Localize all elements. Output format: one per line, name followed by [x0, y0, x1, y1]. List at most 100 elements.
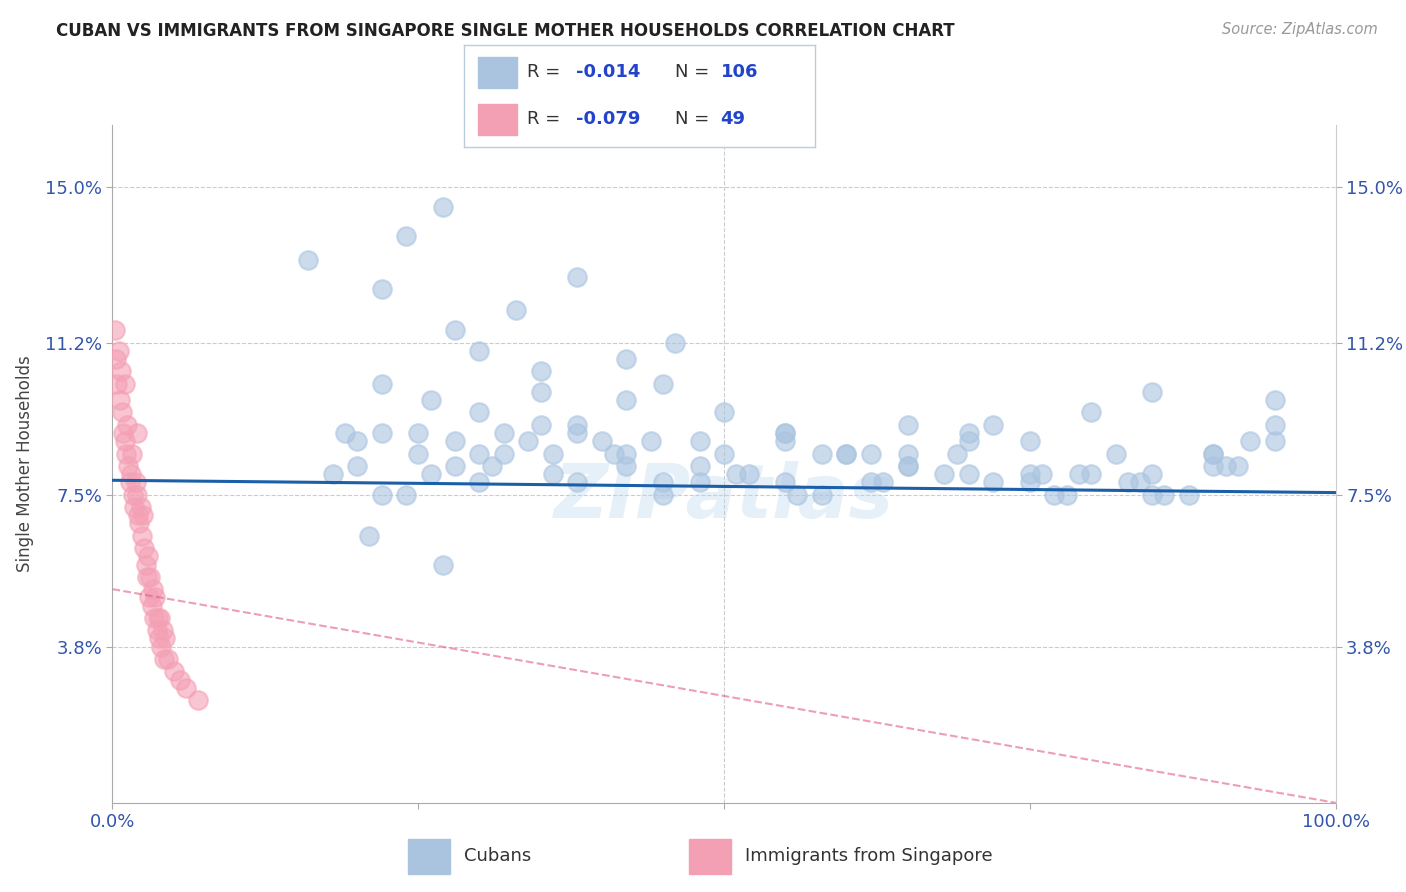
Point [529, 364, 551, 378]
Point [1239, 434, 1261, 449]
Point [775, 475, 797, 490]
Point [897, 417, 920, 432]
Point [835, 446, 858, 460]
Point [567, 425, 589, 440]
Point [346, 434, 368, 449]
Point [370, 282, 392, 296]
Point [1178, 488, 1201, 502]
Point [652, 475, 675, 490]
Point [786, 488, 808, 502]
Point [1264, 434, 1286, 449]
Point [1031, 467, 1053, 482]
Point [689, 475, 711, 490]
Point [468, 405, 491, 419]
Point [775, 425, 797, 440]
Point [128, 516, 150, 531]
Point [143, 611, 166, 625]
Point [505, 302, 527, 317]
Point [115, 417, 138, 432]
Point [1153, 488, 1175, 502]
Point [129, 500, 152, 514]
Y-axis label: Single Mother Households: Single Mother Households [15, 356, 34, 572]
Point [872, 475, 894, 490]
Point [981, 475, 1004, 490]
Text: ZIPatlas: ZIPatlas [554, 461, 894, 534]
Point [1018, 434, 1040, 449]
Point [370, 425, 392, 440]
Point [346, 458, 368, 473]
Point [811, 488, 834, 502]
Point [492, 446, 515, 460]
Point [432, 558, 454, 572]
Point [134, 541, 156, 555]
Point [897, 458, 920, 473]
Point [142, 582, 165, 596]
Point [187, 693, 209, 707]
Point [145, 624, 167, 638]
Point [481, 458, 503, 473]
Point [517, 434, 540, 449]
Point [1018, 467, 1040, 482]
Text: -0.079: -0.079 [576, 111, 641, 128]
Point [139, 570, 162, 584]
FancyBboxPatch shape [478, 57, 517, 87]
Point [322, 467, 344, 482]
Text: CUBAN VS IMMIGRANTS FROM SINGAPORE SINGLE MOTHER HOUSEHOLDS CORRELATION CHART: CUBAN VS IMMIGRANTS FROM SINGAPORE SINGL… [56, 22, 955, 40]
Point [957, 434, 980, 449]
FancyBboxPatch shape [408, 839, 450, 874]
Point [689, 434, 711, 449]
Point [125, 425, 148, 440]
Point [132, 508, 155, 523]
Point [114, 434, 136, 449]
Point [120, 467, 142, 482]
Point [1142, 467, 1164, 482]
Point [370, 376, 392, 391]
Point [689, 458, 711, 473]
Point [614, 393, 637, 408]
Point [117, 458, 139, 473]
Text: R =: R = [527, 111, 561, 128]
Point [370, 488, 392, 502]
Text: N =: N = [675, 111, 709, 128]
Point [713, 405, 735, 419]
Point [640, 434, 662, 449]
FancyBboxPatch shape [689, 839, 731, 874]
Point [897, 446, 920, 460]
Point [541, 446, 564, 460]
Point [614, 352, 637, 367]
Point [156, 652, 179, 666]
Point [981, 417, 1004, 432]
Point [529, 384, 551, 399]
Point [150, 640, 173, 654]
Point [811, 446, 834, 460]
Point [148, 632, 170, 646]
Point [359, 529, 381, 543]
Text: Cubans: Cubans [464, 847, 531, 865]
Point [163, 665, 186, 679]
Point [432, 200, 454, 214]
Text: N =: N = [675, 63, 709, 81]
Point [143, 591, 166, 605]
Point [603, 446, 626, 460]
Point [131, 529, 153, 543]
Point [121, 446, 143, 460]
Point [1104, 446, 1126, 460]
Point [725, 467, 748, 482]
Point [419, 467, 441, 482]
Point [112, 425, 135, 440]
Point [1264, 393, 1286, 408]
Point [1142, 384, 1164, 399]
Point [111, 405, 134, 419]
Point [153, 632, 176, 646]
Point [775, 425, 797, 440]
Point [1080, 405, 1102, 419]
Point [591, 434, 613, 449]
FancyBboxPatch shape [478, 104, 517, 135]
Point [567, 475, 589, 490]
Point [124, 500, 146, 514]
Point [713, 446, 735, 460]
Point [1264, 417, 1286, 432]
Point [395, 488, 418, 502]
Point [122, 488, 145, 502]
Text: Immigrants from Singapore: Immigrants from Singapore [745, 847, 993, 865]
